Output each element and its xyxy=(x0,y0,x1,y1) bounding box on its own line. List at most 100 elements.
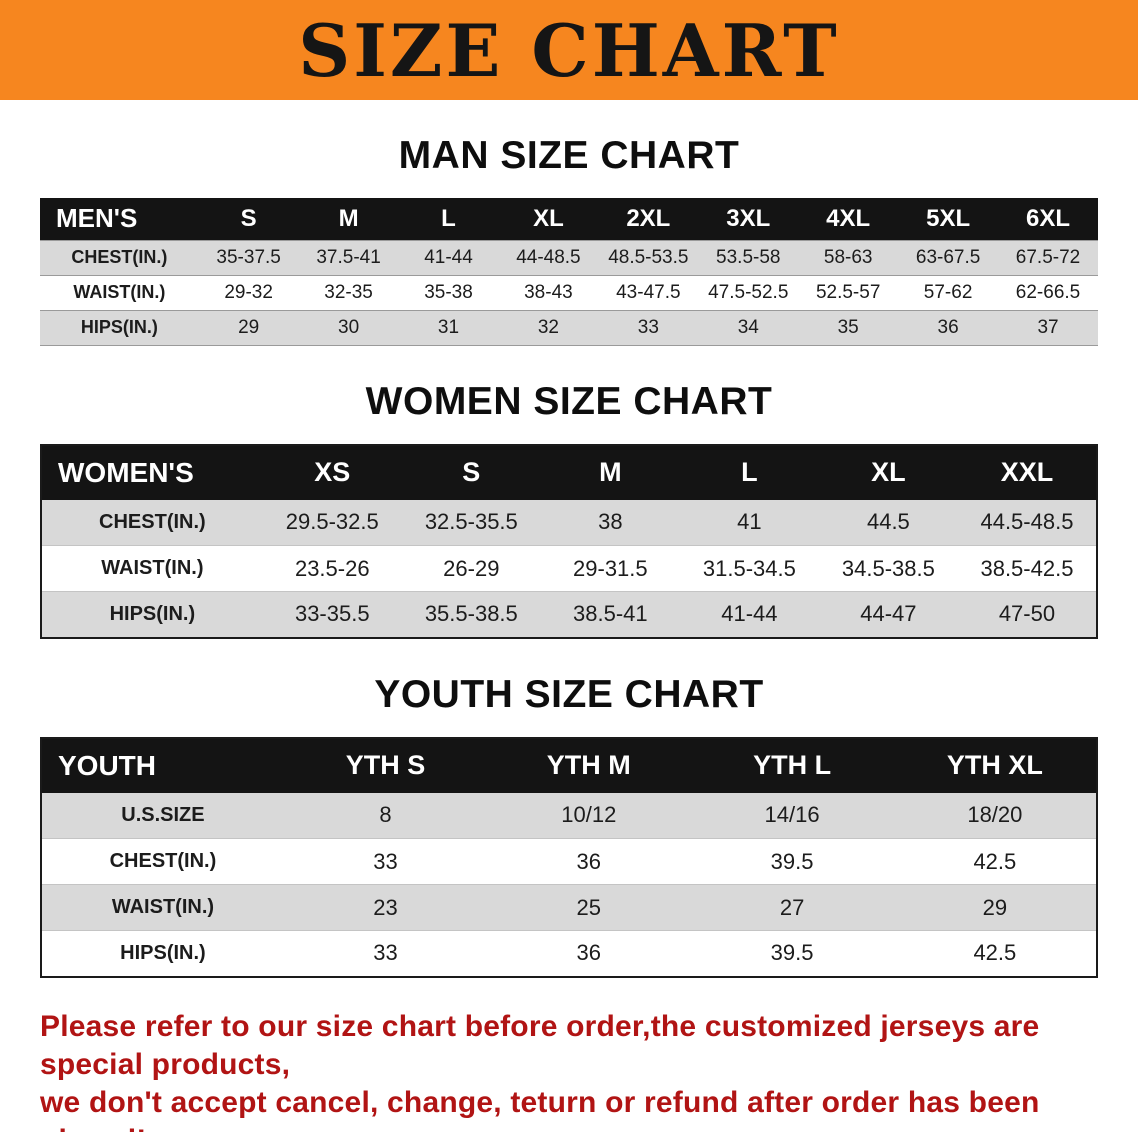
size-column-header: M xyxy=(540,444,680,500)
size-value: 57-62 xyxy=(898,275,999,311)
row-label: HIPS(IN.) xyxy=(40,310,199,346)
size-value: 34 xyxy=(698,310,799,346)
size-value: 33-35.5 xyxy=(262,591,402,638)
row-label: HIPS(IN.) xyxy=(41,591,263,638)
row-label: WAIST(IN.) xyxy=(41,545,263,592)
row-label: CHEST(IN.) xyxy=(41,838,284,885)
table-corner-label: WOMEN'S xyxy=(41,444,263,500)
size-value: 52.5-57 xyxy=(798,275,899,311)
table-row: HIPS(IN.) 33-35.5 35.5-38.5 38.5-41 41-44 44-… xyxy=(41,591,1097,638)
size-value: 44.5-48.5 xyxy=(957,499,1097,546)
table-row: CHEST(IN.) 29.5-32.5 32.5-35.5 38 41 44.5 44.5… xyxy=(41,499,1097,546)
size-value: 36 xyxy=(487,838,691,885)
size-value: 33 xyxy=(283,838,488,885)
size-value: 26-29 xyxy=(401,545,541,592)
row-label: HIPS(IN.) xyxy=(41,930,284,977)
size-value: 31.5-34.5 xyxy=(679,545,819,592)
size-column-header: XXL xyxy=(957,444,1097,500)
size-value: 47-50 xyxy=(957,591,1097,638)
size-value: 25 xyxy=(487,884,691,931)
size-value: 67.5-72 xyxy=(998,239,1098,276)
table-header-row: WOMEN'S XS S M L XL XXL xyxy=(41,444,1097,500)
size-value: 37.5-41 xyxy=(298,239,399,276)
size-value: 53.5-58 xyxy=(698,239,799,276)
size-value: 58-63 xyxy=(798,239,899,276)
size-value: 44-48.5 xyxy=(498,239,599,276)
size-value: 23.5-26 xyxy=(262,545,402,592)
size-charts: MAN SIZE CHART MEN'S S M L XL 2XL 3XL 4XL 5XL 6XL… xyxy=(0,134,1138,978)
size-value: 35-37.5 xyxy=(198,239,299,276)
size-column-header: S xyxy=(198,198,299,240)
size-column-header: 6XL xyxy=(998,198,1098,240)
size-column-header: 4XL xyxy=(798,198,899,240)
size-value: 43-47.5 xyxy=(598,275,699,311)
table-row: CHEST(IN.) 33 36 39.5 42.5 xyxy=(41,838,1097,885)
size-value: 41-44 xyxy=(398,239,499,276)
size-value: 29.5-32.5 xyxy=(262,499,402,546)
row-label: WAIST(IN.) xyxy=(40,275,199,311)
size-value: 41 xyxy=(679,499,819,546)
table-header-row: MEN'S S M L XL 2XL 3XL 4XL 5XL 6XL xyxy=(40,198,1098,240)
size-column-header: YTH S xyxy=(283,737,488,793)
size-column-header: XL xyxy=(818,444,958,500)
size-value: 36 xyxy=(487,930,691,977)
size-value: 62-66.5 xyxy=(998,275,1098,311)
size-value: 44.5 xyxy=(818,499,958,546)
size-column-header: YTH XL xyxy=(893,737,1097,793)
size-column-header: S xyxy=(401,444,541,500)
size-value: 29 xyxy=(893,884,1097,931)
size-value: 31 xyxy=(398,310,499,346)
youth-size-chart-heading: YOUTH SIZE CHART xyxy=(374,672,764,716)
disclaimer-line-1: Please refer to our size chart before or… xyxy=(40,1009,1040,1081)
size-value: 42.5 xyxy=(893,838,1097,885)
page-title: SIZE CHART xyxy=(298,7,840,93)
size-column-header: 2XL xyxy=(598,198,699,240)
table-row: U.S.SIZE 8 10/12 14/16 18/20 xyxy=(41,792,1097,839)
table-corner-label: YOUTH xyxy=(41,737,284,793)
size-column-header: 5XL xyxy=(898,198,999,240)
size-value: 10/12 xyxy=(487,792,691,839)
size-value: 30 xyxy=(298,310,399,346)
size-value: 63-67.5 xyxy=(898,239,999,276)
size-value: 29-32 xyxy=(198,275,299,311)
size-value: 8 xyxy=(283,792,488,839)
table-row: WAIST(IN.) 23 25 27 29 xyxy=(41,884,1097,931)
size-value: 38.5-41 xyxy=(540,591,680,638)
row-label: CHEST(IN.) xyxy=(41,499,263,546)
size-value: 18/20 xyxy=(893,792,1097,839)
size-value: 34.5-38.5 xyxy=(818,545,958,592)
disclaimer-line-2: we don't accept cancel, change, teturn o… xyxy=(40,1085,1040,1132)
size-value: 35 xyxy=(798,310,899,346)
table-corner-label: MEN'S xyxy=(40,198,199,240)
size-value: 42.5 xyxy=(893,930,1097,977)
size-value: 29 xyxy=(198,310,299,346)
table-row: HIPS(IN.) 29 30 31 32 33 34 35 36 37 xyxy=(40,310,1098,346)
row-label: WAIST(IN.) xyxy=(41,884,284,931)
man-size-chart-heading: MAN SIZE CHART xyxy=(398,134,740,177)
size-value: 35.5-38.5 xyxy=(401,591,541,638)
row-label: U.S.SIZE xyxy=(41,792,284,839)
size-value: 39.5 xyxy=(690,930,894,977)
size-value: 14/16 xyxy=(690,792,894,839)
table-row: CHEST(IN.) 35-37.5 37.5-41 41-44 44-48.5 48.5… xyxy=(40,239,1098,276)
size-value: 32 xyxy=(498,310,599,346)
size-value: 29-31.5 xyxy=(540,545,680,592)
size-column-header: YTH L xyxy=(690,737,894,793)
disclaimer: Please refer to our size chart before or… xyxy=(40,1008,1098,1132)
size-value: 47.5-52.5 xyxy=(698,275,799,311)
women-size-table: WOMEN'S XS S M L XL XXL CHEST(IN.) 29.5-32.5 32.5… xyxy=(40,443,1098,639)
table-row: WAIST(IN.) 29-32 32-35 35-38 38-43 43-47.5 47.… xyxy=(40,275,1098,311)
size-value: 33 xyxy=(598,310,699,346)
size-column-header: L xyxy=(398,198,499,240)
size-value: 27 xyxy=(690,884,894,931)
size-value: 33 xyxy=(283,930,488,977)
size-chart-banner: SIZE CHART xyxy=(0,0,1138,100)
size-column-header: M xyxy=(298,198,399,240)
size-value: 44-47 xyxy=(818,591,958,638)
youth-size-chart-section: YOUTH SIZE CHART YOUTH YTH S YTH M YTH L YTH… xyxy=(0,673,1138,978)
size-column-header: XS xyxy=(262,444,402,500)
women-size-chart-heading: WOMEN SIZE CHART xyxy=(365,379,773,423)
size-column-header: YTH M xyxy=(487,737,691,793)
size-value: 38 xyxy=(540,499,680,546)
size-column-header: L xyxy=(679,444,819,500)
